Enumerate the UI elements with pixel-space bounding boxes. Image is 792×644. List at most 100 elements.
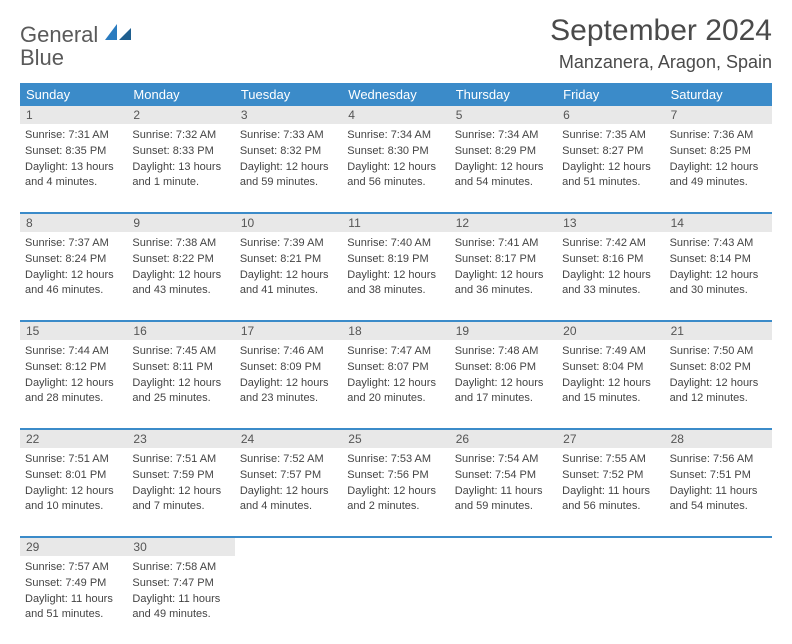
empty-cell — [450, 556, 557, 644]
day-number: 10 — [235, 214, 342, 232]
day-cell: Sunrise: 7:43 AMSunset: 8:14 PMDaylight:… — [665, 232, 772, 320]
daynum-row: 1234567 — [20, 106, 772, 124]
sunrise-line: Sunrise: 7:48 AM — [455, 344, 552, 359]
day-header-friday: Friday — [557, 83, 664, 106]
day-number: 26 — [450, 430, 557, 448]
daylight-line: Daylight: 12 hours and 56 minutes. — [347, 160, 444, 190]
daylight-line: Daylight: 11 hours and 49 minutes. — [132, 592, 229, 622]
day-cell: Sunrise: 7:34 AMSunset: 8:29 PMDaylight:… — [450, 124, 557, 212]
day-header-sunday: Sunday — [20, 83, 127, 106]
sunrise-line: Sunrise: 7:50 AM — [670, 344, 767, 359]
daynum-row: 22232425262728 — [20, 430, 772, 448]
day-info: Sunrise: 7:32 AMSunset: 8:33 PMDaylight:… — [132, 128, 229, 189]
day-header-monday: Monday — [127, 83, 234, 106]
day-number: 17 — [235, 322, 342, 340]
day-info: Sunrise: 7:35 AMSunset: 8:27 PMDaylight:… — [562, 128, 659, 189]
day-cell: Sunrise: 7:38 AMSunset: 8:22 PMDaylight:… — [127, 232, 234, 320]
day-cell: Sunrise: 7:40 AMSunset: 8:19 PMDaylight:… — [342, 232, 449, 320]
sunrise-line: Sunrise: 7:53 AM — [347, 452, 444, 467]
day-number: 25 — [342, 430, 449, 448]
daylight-line: Daylight: 12 hours and 20 minutes. — [347, 376, 444, 406]
day-number: 24 — [235, 430, 342, 448]
day-number: 6 — [557, 106, 664, 124]
day-number — [450, 538, 557, 556]
daylight-line: Daylight: 12 hours and 4 minutes. — [240, 484, 337, 514]
day-info: Sunrise: 7:44 AMSunset: 8:12 PMDaylight:… — [25, 344, 122, 405]
day-info: Sunrise: 7:49 AMSunset: 8:04 PMDaylight:… — [562, 344, 659, 405]
day-number: 23 — [127, 430, 234, 448]
day-number — [557, 538, 664, 556]
day-cell: Sunrise: 7:55 AMSunset: 7:52 PMDaylight:… — [557, 448, 664, 536]
day-number: 15 — [20, 322, 127, 340]
sunset-line: Sunset: 8:09 PM — [240, 360, 337, 375]
day-number: 22 — [20, 430, 127, 448]
day-number: 8 — [20, 214, 127, 232]
calendar: SundayMondayTuesdayWednesdayThursdayFrid… — [20, 83, 772, 644]
day-info: Sunrise: 7:33 AMSunset: 8:32 PMDaylight:… — [240, 128, 337, 189]
day-info: Sunrise: 7:55 AMSunset: 7:52 PMDaylight:… — [562, 452, 659, 513]
sunset-line: Sunset: 8:07 PM — [347, 360, 444, 375]
day-number — [235, 538, 342, 556]
daylight-line: Daylight: 12 hours and 59 minutes. — [240, 160, 337, 190]
sunset-line: Sunset: 8:27 PM — [562, 144, 659, 159]
day-number: 4 — [342, 106, 449, 124]
logo-text: General Blue — [20, 22, 131, 70]
daylight-line: Daylight: 12 hours and 30 minutes. — [670, 268, 767, 298]
sunrise-line: Sunrise: 7:54 AM — [455, 452, 552, 467]
day-number: 2 — [127, 106, 234, 124]
sunrise-line: Sunrise: 7:52 AM — [240, 452, 337, 467]
title-block: September 2024 Manzanera, Aragon, Spain — [550, 14, 772, 73]
day-header-saturday: Saturday — [665, 83, 772, 106]
day-number: 19 — [450, 322, 557, 340]
sunset-line: Sunset: 8:33 PM — [132, 144, 229, 159]
day-header-wednesday: Wednesday — [342, 83, 449, 106]
sunrise-line: Sunrise: 7:36 AM — [670, 128, 767, 143]
sunset-line: Sunset: 7:54 PM — [455, 468, 552, 483]
sunrise-line: Sunrise: 7:34 AM — [455, 128, 552, 143]
sunset-line: Sunset: 8:11 PM — [132, 360, 229, 375]
day-info: Sunrise: 7:34 AMSunset: 8:29 PMDaylight:… — [455, 128, 552, 189]
day-number: 20 — [557, 322, 664, 340]
day-info: Sunrise: 7:42 AMSunset: 8:16 PMDaylight:… — [562, 236, 659, 297]
day-number: 16 — [127, 322, 234, 340]
day-info: Sunrise: 7:56 AMSunset: 7:51 PMDaylight:… — [670, 452, 767, 513]
sunset-line: Sunset: 8:32 PM — [240, 144, 337, 159]
sunrise-line: Sunrise: 7:39 AM — [240, 236, 337, 251]
logo: General Blue — [20, 14, 131, 70]
day-cell: Sunrise: 7:35 AMSunset: 8:27 PMDaylight:… — [557, 124, 664, 212]
day-number: 5 — [450, 106, 557, 124]
sunset-line: Sunset: 8:04 PM — [562, 360, 659, 375]
daylight-line: Daylight: 12 hours and 25 minutes. — [132, 376, 229, 406]
week-row: Sunrise: 7:57 AMSunset: 7:49 PMDaylight:… — [20, 556, 772, 644]
day-number — [665, 538, 772, 556]
sunrise-line: Sunrise: 7:37 AM — [25, 236, 122, 251]
day-number: 9 — [127, 214, 234, 232]
sunset-line: Sunset: 8:35 PM — [25, 144, 122, 159]
daylight-line: Daylight: 13 hours and 1 minute. — [132, 160, 229, 190]
day-info: Sunrise: 7:48 AMSunset: 8:06 PMDaylight:… — [455, 344, 552, 405]
day-cell: Sunrise: 7:45 AMSunset: 8:11 PMDaylight:… — [127, 340, 234, 428]
daylight-line: Daylight: 12 hours and 36 minutes. — [455, 268, 552, 298]
day-info: Sunrise: 7:37 AMSunset: 8:24 PMDaylight:… — [25, 236, 122, 297]
day-cell: Sunrise: 7:58 AMSunset: 7:47 PMDaylight:… — [127, 556, 234, 644]
day-cell: Sunrise: 7:53 AMSunset: 7:56 PMDaylight:… — [342, 448, 449, 536]
sunset-line: Sunset: 8:14 PM — [670, 252, 767, 267]
logo-sail-icon — [105, 22, 131, 42]
day-cell: Sunrise: 7:31 AMSunset: 8:35 PMDaylight:… — [20, 124, 127, 212]
sunrise-line: Sunrise: 7:42 AM — [562, 236, 659, 251]
day-info: Sunrise: 7:51 AMSunset: 8:01 PMDaylight:… — [25, 452, 122, 513]
day-number: 3 — [235, 106, 342, 124]
week-row: Sunrise: 7:51 AMSunset: 8:01 PMDaylight:… — [20, 448, 772, 538]
sunset-line: Sunset: 8:30 PM — [347, 144, 444, 159]
daynum-row: 2930 — [20, 538, 772, 556]
day-cell: Sunrise: 7:33 AMSunset: 8:32 PMDaylight:… — [235, 124, 342, 212]
day-info: Sunrise: 7:47 AMSunset: 8:07 PMDaylight:… — [347, 344, 444, 405]
sunrise-line: Sunrise: 7:38 AM — [132, 236, 229, 251]
sunrise-line: Sunrise: 7:40 AM — [347, 236, 444, 251]
sunrise-line: Sunrise: 7:58 AM — [132, 560, 229, 575]
sunset-line: Sunset: 7:51 PM — [670, 468, 767, 483]
day-number: 18 — [342, 322, 449, 340]
day-info: Sunrise: 7:53 AMSunset: 7:56 PMDaylight:… — [347, 452, 444, 513]
day-info: Sunrise: 7:38 AMSunset: 8:22 PMDaylight:… — [132, 236, 229, 297]
day-info: Sunrise: 7:46 AMSunset: 8:09 PMDaylight:… — [240, 344, 337, 405]
